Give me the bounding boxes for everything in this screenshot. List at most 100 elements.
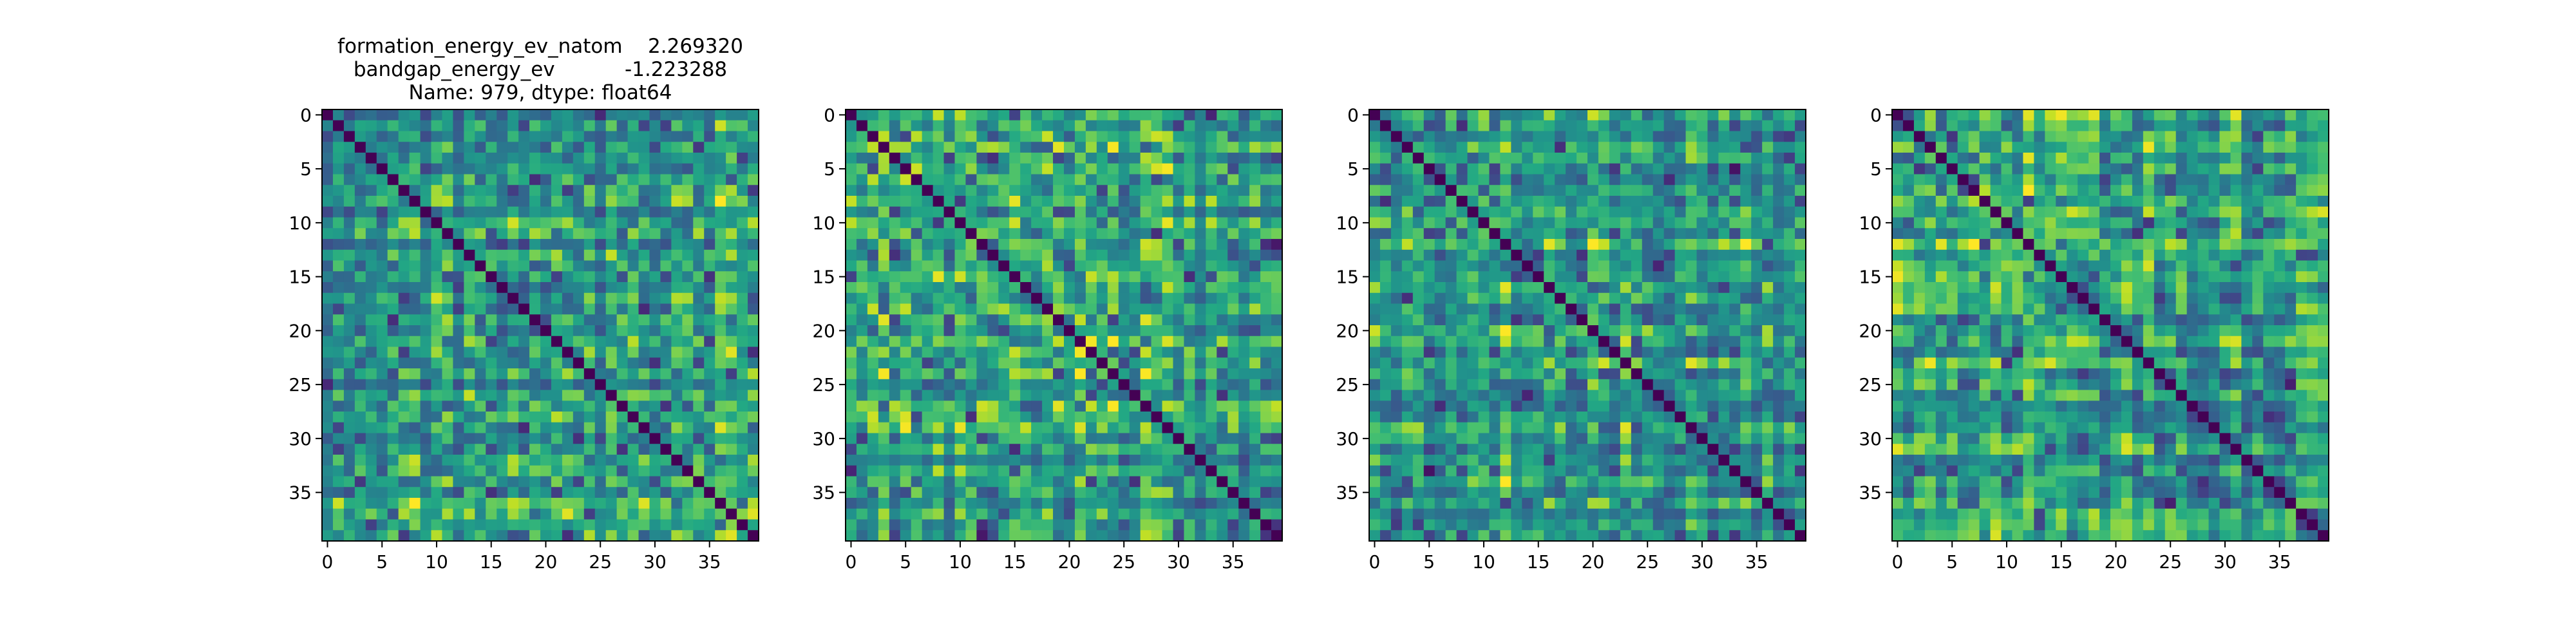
heatmap-cell [583, 444, 596, 455]
heatmap-cell [1544, 368, 1555, 380]
heatmap-cell [1555, 142, 1566, 153]
heatmap-cell [998, 249, 1010, 261]
heatmap-cell [1195, 217, 1206, 229]
heatmap-cell [1751, 455, 1763, 466]
heatmap-cell [376, 185, 388, 196]
heatmap-cell [1467, 239, 1479, 251]
heatmap-cell [573, 142, 585, 153]
heatmap-cell [409, 282, 421, 294]
heatmap-cell [475, 185, 486, 196]
heatmap-cell [715, 379, 726, 391]
heatmap-cell [693, 153, 705, 164]
heatmap-cell [583, 260, 596, 272]
heatmap-cell [976, 282, 988, 294]
heatmap-cell [889, 498, 901, 509]
heatmap-cell [431, 120, 443, 132]
heatmap-cell [1107, 368, 1119, 380]
heatmap-cell [354, 357, 366, 369]
heatmap-cell [1609, 120, 1621, 132]
heatmap-cell [1751, 325, 1763, 337]
heatmap-cell [1020, 422, 1032, 434]
heatmap-cell [1412, 379, 1425, 391]
heatmap-cell [671, 271, 683, 283]
heatmap-cell [1773, 346, 1785, 358]
heatmap-cell [354, 346, 366, 358]
heatmap-cell [583, 422, 596, 434]
heatmap-cell [616, 444, 629, 455]
heatmap-cell [1620, 412, 1632, 423]
heatmap-cell [1206, 336, 1217, 348]
heatmap-cell [889, 508, 901, 520]
heatmap-cell [1401, 498, 1414, 509]
heatmap-cell [889, 131, 901, 142]
heatmap-cell [846, 120, 857, 132]
heatmap-cell [1467, 476, 1479, 488]
heatmap-cell [1740, 303, 1752, 315]
heatmap-cell [605, 142, 618, 153]
heatmap-cell [704, 109, 715, 121]
heatmap-cell [1129, 303, 1141, 315]
heatmap-cell [1533, 455, 1544, 466]
heatmap-cell [475, 142, 486, 153]
heatmap-cell [1511, 239, 1522, 251]
heatmap-cell [1412, 508, 1425, 520]
heatmap-cell [475, 282, 486, 294]
heatmap-cell [1609, 401, 1621, 412]
heatmap-cell [1053, 422, 1065, 434]
heatmap-cell [486, 292, 497, 305]
heatmap-cell [1555, 131, 1566, 142]
heatmap-cell [1107, 185, 1119, 196]
heatmap-cell [1020, 336, 1032, 348]
heatmap-cell [954, 487, 967, 498]
heatmap-cell [693, 131, 705, 142]
heatmap-cell [900, 153, 912, 164]
heatmap-cell [1653, 271, 1665, 283]
heatmap-cell [1729, 142, 1741, 153]
heatmap-cell [1456, 465, 1468, 477]
heatmap-cell [453, 519, 464, 531]
heatmap-cell [1609, 357, 1621, 369]
heatmap-cell [1271, 530, 1283, 542]
heatmap-cell [365, 498, 377, 509]
heatmap-cell [1674, 292, 1687, 305]
heatmap-cell [594, 228, 607, 240]
heatmap-cell [1195, 292, 1206, 305]
heatmap-cell [376, 325, 388, 337]
heatmap-cell [1740, 120, 1752, 132]
heatmap-cell [1271, 260, 1283, 272]
heatmap-cell [332, 487, 345, 498]
heatmap-cell [737, 390, 748, 401]
heatmap-cell [954, 476, 967, 488]
heatmap-cell [1773, 412, 1785, 423]
heatmap-cell [1784, 271, 1795, 283]
heatmap-cell [464, 303, 475, 315]
heatmap-cell [1685, 271, 1698, 283]
heatmap-cell [846, 292, 857, 305]
heatmap-cell [551, 185, 563, 196]
y-tick-label: 20 [1336, 320, 1359, 341]
heatmap-cell [1707, 336, 1719, 348]
heatmap-cell [1423, 455, 1435, 466]
heatmap-cell [1173, 239, 1185, 251]
heatmap-cell [1151, 336, 1163, 348]
heatmap-cell [1533, 508, 1544, 520]
heatmap-cell [660, 174, 672, 185]
heatmap-cell [1957, 131, 1969, 142]
heatmap-cell [1555, 455, 1566, 466]
heatmap-cell [987, 271, 999, 283]
heatmap-cell [464, 357, 475, 369]
heatmap-cell [573, 422, 585, 434]
heatmap-cell [1031, 508, 1043, 520]
heatmap-cell [551, 530, 563, 542]
heatmap-cell [1184, 314, 1195, 326]
heatmap-cell [1587, 422, 1599, 434]
heatmap-cell [2296, 109, 2307, 121]
heatmap-cell [1173, 292, 1185, 305]
heatmap-cell [878, 476, 890, 488]
heatmap-cell [605, 196, 618, 207]
heatmap-cell [889, 292, 901, 305]
heatmap-cell [1423, 196, 1435, 207]
heatmap-cell [1762, 487, 1774, 498]
heatmap-cell [332, 476, 345, 488]
heatmap-cell [693, 336, 705, 348]
